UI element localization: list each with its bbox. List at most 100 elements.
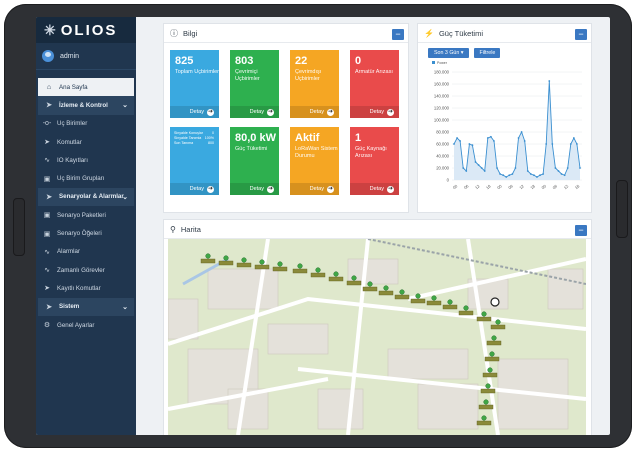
map-building [317,388,364,430]
device-marker [351,275,357,281]
map-view[interactable] [168,239,586,435]
data-point [462,167,465,169]
card-detail-link[interactable]: Detay ➜ [350,183,399,195]
map-road [168,296,586,346]
bolt-icon: ⚡ [424,28,434,38]
device-label [410,298,426,304]
filter-button[interactable]: Filtrele [474,48,501,58]
data-point [499,173,501,175]
data-point [548,80,551,82]
data-point [539,174,541,177]
sidebar-item-genel-ayarlar[interactable]: ⚙ Genel Ayarlar [43,321,95,330]
range-select[interactable]: Son 3 Gün ▾ [428,48,470,58]
card-detail-link[interactable]: Detay ➜ [170,183,219,195]
sidebar-item-kayitli-komutlar[interactable]: ➤ Kayıtlı Komutlar [36,279,136,297]
card-detail-link[interactable]: Detay ➜ [170,106,219,118]
data-point [563,174,566,177]
device-marker [463,305,469,311]
card-label: Armatür Arızası [355,69,393,75]
bilgi-collapse-button[interactable]: − [392,29,404,40]
user-name: admin [60,52,80,60]
card-detail-link[interactable]: Detay ➜ [290,106,339,118]
map-road [407,257,586,301]
map-header: ⚲ Harita [164,220,591,239]
data-point [560,173,563,175]
device-marker [399,289,405,295]
detail-value: 100% [204,136,214,141]
pulse-icon: ∿ [44,157,50,165]
detail-key: Son Tanıma [174,141,194,146]
stat-card: 825 Toplam Uçbirimler Detay ➜ [170,50,219,118]
sidebar-item-uc-birimler[interactable]: -o- Uç Birimler [42,120,88,128]
sidebar-item-senaryo-ogeleri[interactable]: ▣ Senaryo Öğeleri [43,230,102,238]
data-point [496,167,498,169]
legend-label: Power [437,61,448,65]
device-marker [483,399,489,405]
sidebar-item-uc-birim-gruplari[interactable]: ▣ Uç Birim Grupları [43,175,105,183]
device-marker [223,255,229,261]
bilgi-title: Bilgi [183,28,198,38]
data-point [474,161,477,163]
x-tick-label: 06 [552,183,559,190]
data-point [536,176,538,178]
device-label [458,310,474,316]
device-marker [481,311,487,317]
y-tick-label: 20.000 [436,166,449,171]
card-detail-link[interactable]: Detay ➜ [290,183,339,195]
data-point [459,140,462,142]
device-marker [491,335,497,341]
info-icon: ⓘ [170,28,178,38]
device-label [272,266,288,272]
user-panel[interactable]: admin [36,43,136,70]
data-point [576,143,578,145]
device-marker [495,319,501,325]
x-tick-label: 18 [485,183,492,190]
sidebar-section-izleme-kontrol[interactable]: ➤ İzleme & Kontrol ⌄ [38,96,134,115]
map-pin-icon: ⚲ [170,224,176,234]
device-marker [241,257,247,263]
map-building [547,268,584,310]
device-label [482,372,498,378]
sidebar-section-senaryolar-alarmlar[interactable]: ➤ Senaryolar & Alarmlar ⌄ [38,187,134,207]
power-chart: Power020.00040.00060.00080.000100.000120… [432,61,582,190]
map-building [207,268,279,310]
sidebar-item-komutlar[interactable]: ➤ Komutlar [36,133,136,151]
tablet-side-button-left [13,198,25,256]
data-point [554,167,557,169]
sidebar-item-ana-sayfa[interactable]: ⌂ Ana Sayfa [38,78,134,97]
detail-label: Detay [249,186,264,192]
card-value: 80,0 kW [235,132,276,144]
sidebar-item-zamanli-gorevler[interactable]: ∿ Zamanlı Görevler [36,261,136,279]
card-detail-link[interactable]: Detay ➜ [350,106,399,118]
device-label [200,258,216,264]
avatar [42,50,54,62]
map-collapse-button[interactable]: − [575,225,587,236]
card-detail-link[interactable]: Detay ➜ [230,183,279,195]
card-detail-link[interactable]: Detay ➜ [230,106,279,118]
device-marker [485,383,491,389]
device-label [490,324,506,330]
card-value: 825 [175,55,194,67]
data-point [557,170,560,172]
data-point [523,140,526,142]
sidebar-item-io-kayitlari[interactable]: ∿ IO Kayıtları [36,151,136,169]
data-point [471,144,474,147]
power-collapse-button[interactable]: − [575,29,587,40]
brand-logo[interactable]: ✳ OLIOS [36,17,136,43]
detail-label: Detay [369,186,384,192]
card-value: 0 [355,55,362,67]
detail-value: 0 [212,131,214,135]
stat-card: Sinyalde Konuşlar 0 Sinyalde Tanımla 100% So… [170,127,219,195]
sidebar-item-alarmlar[interactable]: ∿ Alarmlar [36,243,136,261]
data-point [483,170,486,172]
sidebar-item-senaryo-paketleri[interactable]: ▣ Senaryo Paketleri [43,211,106,220]
detail-label: Detay [189,186,204,192]
detail-key: Sinyalde Konuşlar [174,131,203,135]
sidebar-section-sistem[interactable]: ➤ Sistem ⌄ [38,297,134,316]
screen: ✳ OLIOS admin ⌂ Ana Sayfa ➤ İzleme & Kontr… [36,17,610,435]
device-marker [431,295,437,301]
data-point [572,137,575,139]
brand-name: OLIOS [60,21,118,39]
arrow-right-icon: ➜ [207,108,214,116]
map-railway [367,239,586,285]
